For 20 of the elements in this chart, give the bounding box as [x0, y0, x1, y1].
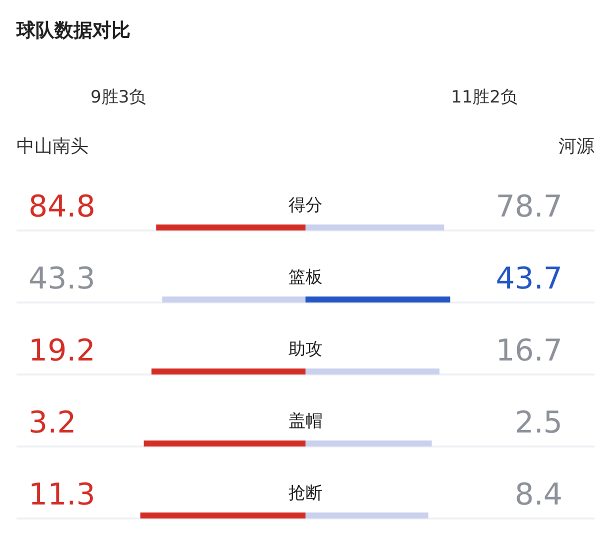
text: 中山南头: [16, 136, 88, 157]
data-label: 8.4: [514, 478, 563, 512]
data-label: 43.3: [28, 262, 96, 296]
text: 11胜2负: [451, 88, 518, 108]
y-tick-label: 助攻: [288, 340, 322, 360]
data-label: 43.7: [496, 262, 562, 296]
text: 9胜3负: [90, 88, 146, 108]
y-tick-label: 篮板: [288, 268, 322, 288]
data-label: 78.7: [496, 190, 562, 224]
data-label: 16.7: [496, 334, 562, 368]
y-tick-label: 盖帽: [288, 412, 322, 432]
y-tick-label: 抢断: [288, 484, 322, 504]
data-label: 19.2: [28, 334, 96, 368]
data-label: 2.5: [514, 406, 563, 440]
data-label: 3.2: [28, 406, 76, 440]
data-label: 84.8: [28, 190, 96, 224]
chart-title: 球队数据对比: [16, 20, 130, 42]
y-tick-label: 得分: [288, 196, 322, 216]
data-label: 11.3: [28, 478, 96, 512]
text: 河源: [558, 136, 594, 157]
